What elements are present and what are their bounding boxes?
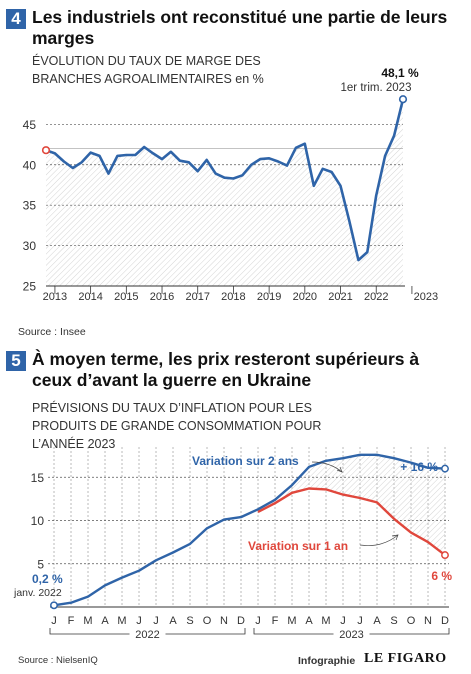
chart-4-end-date-label: 1er trim. 2023 bbox=[341, 82, 412, 94]
chart-4-x-tick-label: 2014 bbox=[78, 291, 102, 303]
chart-4-plot: 25 30 35 40 45 2013 2014 2015 2016 2017 2018 2019 20… bbox=[23, 66, 439, 303]
chart-4-y-tick-label: 25 bbox=[23, 280, 37, 294]
chart-5-block: 5 À moyen terme, les prix resteront supé… bbox=[0, 345, 471, 674]
chart-5-subtitle: PRÉVISIONS DU TAUX D’INFLATION POUR LES … bbox=[32, 401, 322, 451]
chart-4-y-tick-label: 30 bbox=[23, 239, 37, 253]
chart-4-x-tick-label: 2019 bbox=[257, 291, 281, 303]
chart-4-end-marker bbox=[398, 95, 408, 104]
chart-4-x-tick-label: 2023 bbox=[414, 291, 438, 303]
chart-4-block: 4 Les industriels ont reconstitué une pa… bbox=[6, 7, 448, 338]
chart-4-series-line bbox=[45, 98, 405, 262]
chart-4-x-tick-label: 2017 bbox=[185, 291, 209, 303]
chart-4-source: Source : Insee bbox=[18, 326, 86, 338]
chart-4-hatched-area bbox=[46, 99, 403, 286]
chart-4-y-tick-label: 35 bbox=[23, 199, 37, 213]
chart-4-x-tick-label: 2013 bbox=[43, 291, 67, 303]
chart-4-number-badge: 4 bbox=[6, 9, 26, 29]
chart-4-y-tick-label: 45 bbox=[23, 118, 37, 132]
chart-4-x-tick-label: 2018 bbox=[221, 291, 245, 303]
chart-4-subtitle: ÉVOLUTION DU TAUX DE MARGE DES BRANCHES … bbox=[32, 54, 264, 86]
chart-4-x-tick-label: 2022 bbox=[364, 291, 388, 303]
chart-4-x-tick-label: 2015 bbox=[114, 291, 138, 303]
chart-4-start-marker bbox=[41, 146, 51, 155]
chart-5-number-badge: 5 bbox=[6, 351, 26, 371]
chart-4-end-value-label: 48,1 % bbox=[381, 66, 419, 80]
figaro-logo: LE FIGARO bbox=[364, 651, 447, 666]
chart-5-title: À moyen terme, les prix resteront supéri… bbox=[32, 349, 420, 390]
chart-5-source: Source : NielsenIQ bbox=[18, 655, 98, 666]
chart-4-title: Les industriels ont reconstitué une part… bbox=[32, 7, 448, 48]
chart-4-y-tick-label: 40 bbox=[23, 158, 37, 172]
chart-4-x-tick-label: 2021 bbox=[328, 291, 352, 303]
chart-4-x-tick-label: 2016 bbox=[150, 291, 174, 303]
chart-4-x-tick-label: 2020 bbox=[293, 291, 317, 303]
chart-5-credit: Infographie bbox=[298, 655, 356, 667]
